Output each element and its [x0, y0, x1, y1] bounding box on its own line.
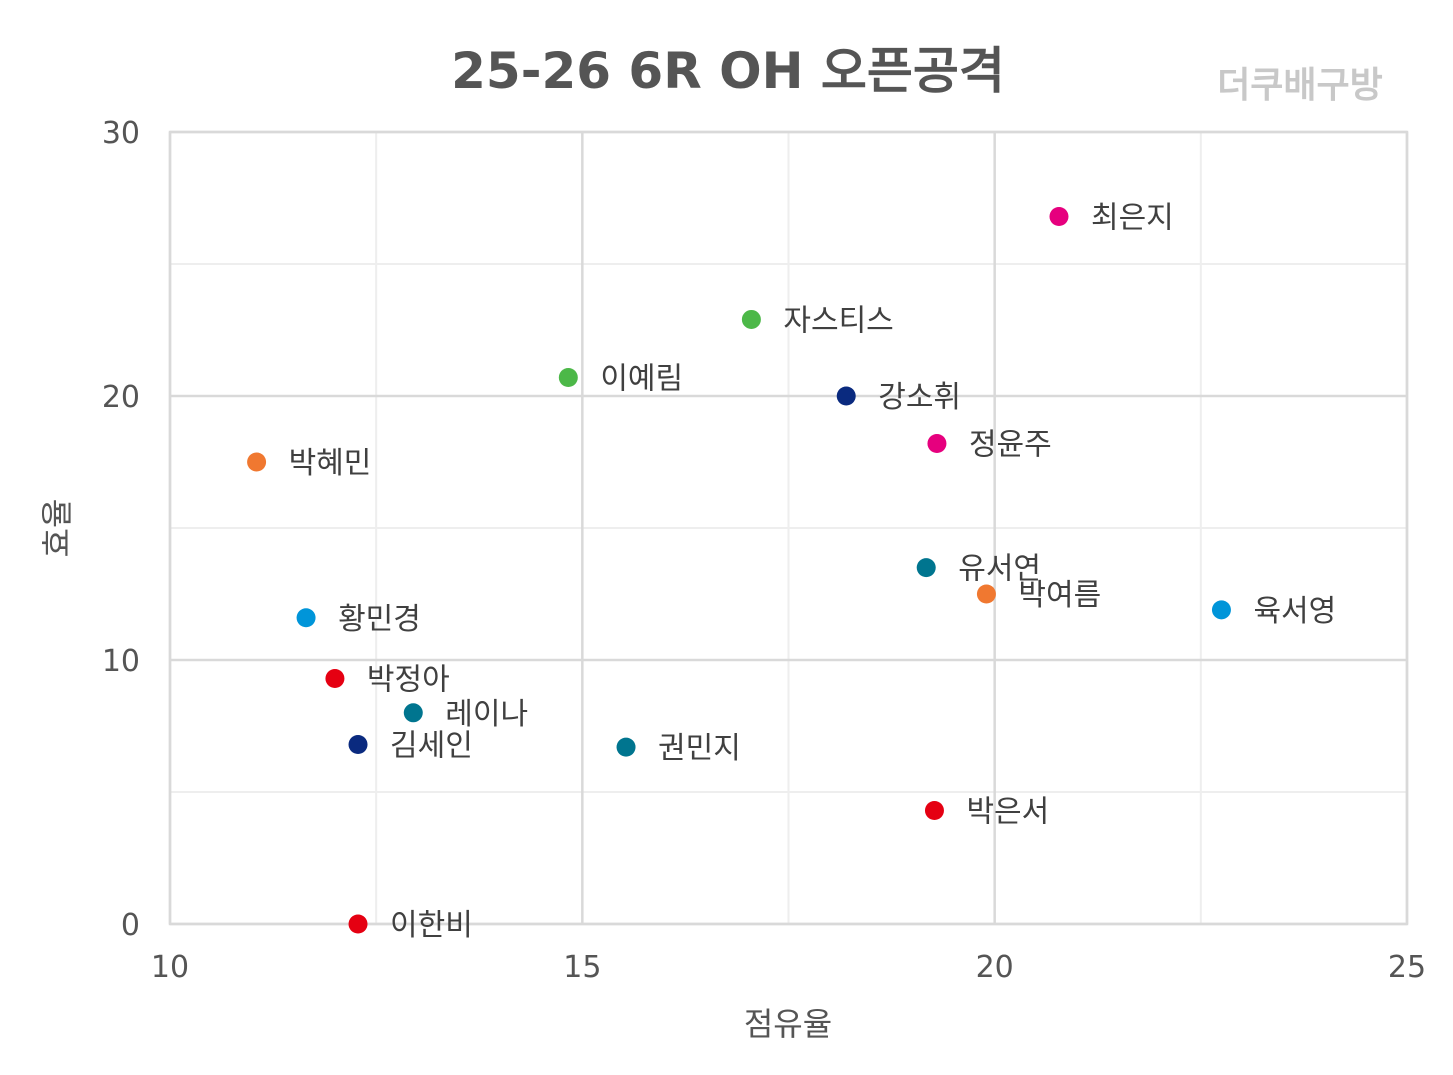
- x-tick-label: 25: [1388, 950, 1426, 985]
- data-point-label: 강소휘: [878, 380, 961, 415]
- data-point: [916, 558, 936, 578]
- data-point-label: 최은지: [1091, 200, 1174, 235]
- data-point: [836, 386, 856, 406]
- data-point-label: 레이나: [445, 697, 528, 732]
- x-tick-label: 10: [151, 950, 189, 985]
- x-axis-label: 점유율: [744, 1005, 832, 1043]
- data-point-label: 권민지: [658, 731, 741, 766]
- y-tick-label: 10: [102, 644, 140, 679]
- chart-title: 25-26 6R OH 오픈공격: [451, 42, 1005, 100]
- data-point: [558, 368, 578, 388]
- data-point: [348, 734, 368, 754]
- data-point-label: 육서영: [1253, 594, 1336, 629]
- y-tick-label: 20: [102, 380, 140, 415]
- data-point: [616, 737, 636, 757]
- data-point: [348, 914, 368, 934]
- data-point-label: 김세인: [390, 728, 473, 763]
- data-point: [1049, 206, 1069, 226]
- y-axis-ticks: 0 10 20 30: [102, 116, 140, 943]
- data-point-label: 정윤주: [969, 428, 1052, 463]
- data-point: [403, 703, 423, 723]
- y-tick-label: 30: [102, 116, 140, 151]
- y-tick-label: 0: [121, 908, 140, 943]
- data-point-label: 박정아: [367, 662, 450, 697]
- data-point-label: 자스티스: [783, 303, 893, 338]
- grid: [168, 130, 1409, 926]
- x-tick-label: 20: [976, 950, 1014, 985]
- data-point-label: 박여름: [1018, 578, 1101, 613]
- data-point: [1211, 600, 1231, 620]
- data-point-label: 황민경: [338, 602, 421, 637]
- data-point-label: 박은서: [966, 794, 1049, 829]
- data-point: [924, 800, 944, 820]
- data-point: [927, 434, 947, 454]
- data-point: [247, 452, 267, 472]
- data-point: [296, 608, 316, 628]
- data-point: [741, 309, 761, 329]
- plot-area: [168, 130, 1409, 926]
- data-point-label: 박혜민: [289, 446, 372, 481]
- data-point-label: 이예림: [600, 362, 683, 397]
- data-point-label: 유서연: [958, 552, 1041, 587]
- data-point-label: 이한비: [390, 908, 473, 943]
- watermark: 더쿠배구방: [1217, 65, 1383, 106]
- data-point: [325, 668, 345, 688]
- data-point: [976, 584, 996, 604]
- y-axis-label: 효율: [38, 499, 76, 558]
- x-axis-ticks: 10 15 20 25: [151, 950, 1426, 985]
- x-tick-label: 15: [563, 950, 601, 985]
